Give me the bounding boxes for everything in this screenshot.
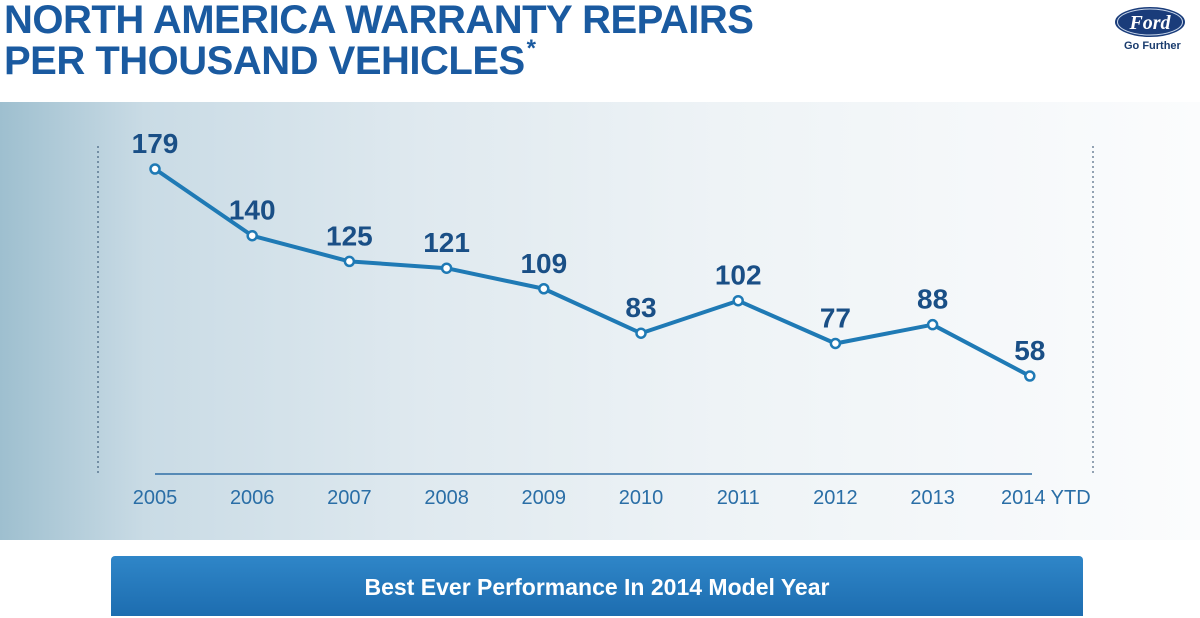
footnote-marker: *: [526, 35, 536, 62]
data-label: 179: [132, 128, 179, 159]
line-chart: 179 2005 140 2006 125 2007 121 2008 109 2009 83 201…: [97, 128, 1094, 509]
chart-panel: 179 2005 140 2006 125 2007 121 2008 109 2009 83 201…: [0, 102, 1200, 540]
x-tick-label: 2007: [327, 487, 372, 509]
logo-text: Ford: [1128, 12, 1171, 34]
data-point: [1024, 370, 1036, 382]
x-tick-label: 2005: [133, 487, 178, 509]
page-title: NORTH AMERICA WARRANTY REPAIRS PER THOUS…: [4, 0, 754, 83]
data-label: 109: [520, 248, 567, 279]
title-line-2: PER THOUSAND VEHICLES*: [4, 37, 753, 83]
x-tick-label: 2010: [619, 487, 664, 509]
data-label: 88: [917, 284, 948, 315]
data-point: [538, 283, 550, 295]
title-line-2-text: PER THOUSAND VEHICLES: [4, 39, 525, 83]
data-label: 83: [625, 292, 656, 323]
data-point: [440, 262, 453, 274]
x-tick-label: 2011: [717, 487, 760, 509]
x-tick-label: 2012: [813, 487, 858, 509]
data-point: [635, 327, 647, 339]
data-label: 121: [423, 227, 470, 258]
data-label: 58: [1014, 335, 1045, 366]
data-point: [926, 318, 939, 331]
ford-logo-icon: Ford: [1113, 5, 1187, 39]
data-label: 125: [326, 220, 373, 251]
title-line-1: NORTH AMERICA WARRANTY REPAIRS: [4, 0, 754, 42]
performance-banner: Best Ever Performance In 2014 Model Year: [111, 556, 1083, 616]
x-tick-label: 2008: [424, 487, 469, 509]
series-line: [153, 167, 1031, 378]
x-tick-label: 2014 YTD: [1001, 487, 1091, 509]
x-tick-label: 2013: [910, 487, 955, 509]
data-point: [732, 294, 744, 307]
x-tick-label: 2006: [230, 487, 275, 509]
x-tick-label: 2009: [522, 487, 567, 509]
data-label: 77: [820, 302, 851, 333]
data-label: 102: [715, 260, 762, 291]
data-label: 140: [229, 195, 276, 226]
data-point: [829, 337, 842, 350]
data-point: [343, 255, 356, 268]
data-point: [246, 229, 258, 242]
data-point: [149, 163, 161, 175]
brand-tagline: Go Further: [1124, 40, 1181, 52]
